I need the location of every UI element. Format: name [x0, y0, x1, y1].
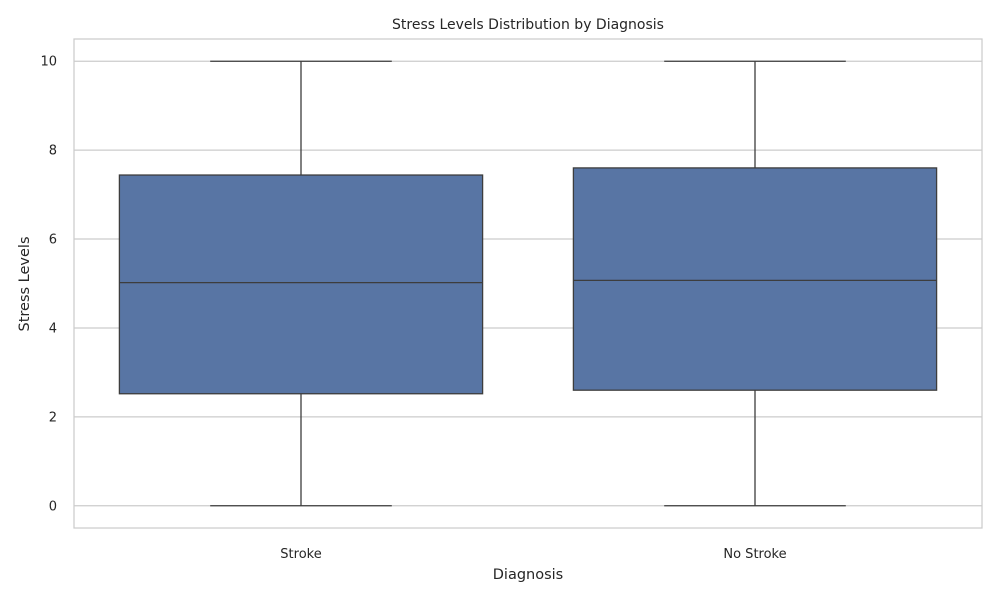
box-no-stroke	[572, 60, 938, 507]
chart-title: Stress Levels Distribution by Diagnosis	[392, 17, 664, 33]
x-tick-labels: Stroke No Stroke	[280, 547, 786, 562]
plot-frame	[73, 38, 983, 529]
iqr-box	[572, 167, 938, 391]
y-axis-label: Stress Levels	[17, 236, 33, 331]
y-tick-label: 2	[49, 410, 57, 425]
y-tick-label: 0	[49, 499, 57, 514]
x-tick-label: No Stroke	[723, 547, 786, 562]
y-tick-label: 4	[49, 321, 57, 336]
x-axis-label: Diagnosis	[493, 567, 563, 583]
x-tick-label: Stroke	[280, 547, 321, 562]
boxes	[118, 60, 938, 507]
y-tick-label: 6	[49, 233, 57, 248]
y-tick-label: 10	[40, 55, 57, 70]
box-stroke	[118, 60, 484, 507]
y-tick-label: 8	[49, 144, 57, 159]
y-tick-labels: 0 2 4 6 8 10	[40, 55, 57, 515]
iqr-box	[118, 174, 484, 395]
